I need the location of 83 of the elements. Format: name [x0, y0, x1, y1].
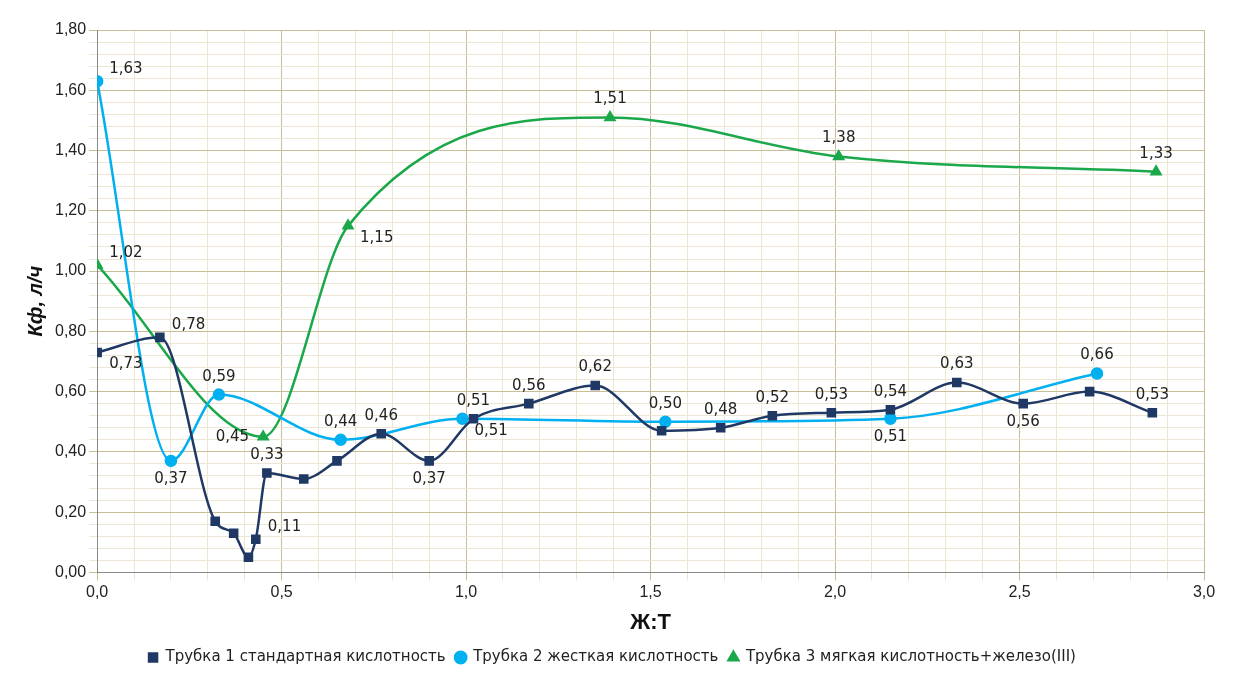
data-label: 0,46 [364, 405, 398, 424]
data-label: 0,52 [755, 387, 790, 406]
x-axis-title: Ж:Т [629, 608, 672, 634]
y-tick-label: 1,80 [55, 20, 87, 38]
data-label: 0,53 [814, 384, 849, 403]
point [1018, 398, 1028, 409]
point [334, 433, 347, 447]
y-tick-label: 1,60 [55, 80, 87, 98]
data-label: 0,51 [474, 420, 508, 439]
x-tick-label: 0,5 [270, 583, 293, 601]
point [468, 413, 479, 424]
y-axis-title: Кф, л/ч [23, 265, 46, 337]
data-label: 0,63 [940, 354, 974, 373]
x-tick-label: 0,0 [86, 583, 109, 601]
data-label: 0,66 [1080, 345, 1114, 364]
point [456, 412, 469, 425]
point [767, 410, 778, 421]
data-label: 0,56 [1006, 411, 1040, 430]
point [1090, 367, 1104, 380]
legend-label: Трубка 2 жесткая кислотность [472, 647, 719, 666]
point [243, 552, 254, 563]
y-tick-label: 0,20 [55, 502, 87, 520]
point [251, 534, 261, 545]
x-tick-label: 1,0 [454, 583, 478, 601]
data-label: 0,44 [323, 411, 358, 430]
point [210, 516, 220, 526]
point [833, 150, 845, 161]
data-label: 0,54 [873, 381, 908, 400]
point [155, 332, 165, 343]
point [659, 415, 672, 428]
data-label: 0,37 [154, 468, 188, 487]
point [715, 422, 726, 433]
x-tick-label: 2,5 [1008, 583, 1031, 601]
data-label: 0,50 [648, 393, 683, 412]
data-label: 1,38 [822, 128, 856, 147]
point [590, 380, 601, 391]
data-label: 1,51 [593, 89, 627, 108]
x-tick-label: 3,0 [1192, 583, 1216, 601]
data-label: 0,56 [512, 375, 546, 394]
y-tick-label: 1,40 [55, 140, 87, 158]
data-label: 0,53 [1135, 384, 1170, 403]
point [257, 430, 269, 441]
point [1084, 386, 1095, 397]
data-label: 0,51 [456, 390, 491, 409]
point [376, 429, 387, 439]
point [826, 407, 837, 418]
y-tick-label: 0,40 [55, 442, 87, 460]
point [332, 456, 342, 466]
x-tick-label: 2,0 [823, 583, 847, 601]
data-label: 0,62 [578, 357, 612, 376]
data-label: 0,78 [171, 315, 206, 334]
data-label: 0,48 [703, 399, 738, 418]
point [212, 388, 226, 401]
legend-label: Трубка 1 стандартная кислотность [164, 647, 446, 666]
data-label: 0,33 [250, 444, 284, 463]
data-label: 0,37 [412, 468, 446, 487]
x-tick-label: 1,5 [639, 583, 662, 601]
point [656, 425, 667, 436]
data-label: 1,15 [360, 227, 394, 246]
y-tick-label: 1,00 [55, 261, 87, 279]
point [885, 404, 896, 415]
legend-label: Трубка 3 мягкая кислотность+железо(III) [744, 647, 1076, 666]
point [228, 528, 239, 539]
point [164, 454, 178, 468]
point [342, 219, 354, 230]
point [1150, 165, 1162, 176]
y-tick-label: 1,20 [55, 201, 87, 219]
point [262, 468, 272, 478]
data-label: 1,33 [1139, 143, 1173, 162]
point [1147, 407, 1158, 418]
point [298, 474, 309, 484]
point [952, 377, 962, 388]
data-label: 0,51 [873, 426, 908, 445]
point [524, 398, 534, 409]
point [424, 456, 434, 466]
data-label: 0,59 [202, 366, 236, 385]
data-label: 0,45 [215, 426, 250, 445]
y-tick-label: 0,60 [55, 382, 87, 400]
data-label: 0,11 [267, 517, 302, 536]
point [604, 111, 616, 122]
y-tick-label: 0,00 [55, 562, 87, 580]
y-tick-label: 0,80 [55, 321, 87, 339]
data-label: 1,63 [109, 59, 143, 78]
